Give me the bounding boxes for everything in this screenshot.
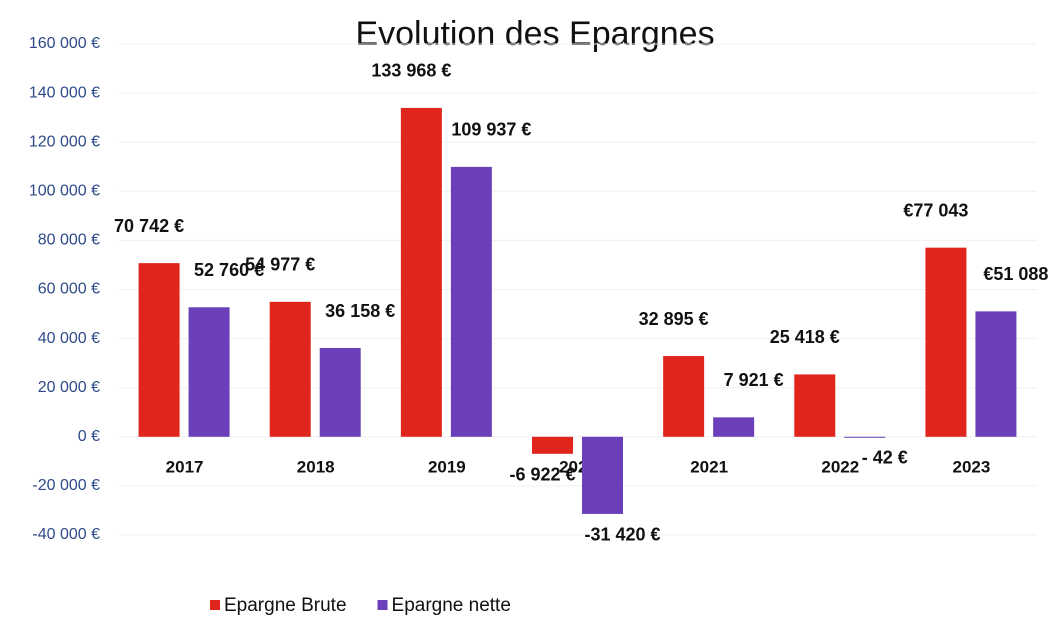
bar: [269, 301, 311, 437]
value-label: 70 742 €: [114, 216, 184, 236]
x-tick-label: 2023: [953, 457, 991, 476]
value-label: 25 418 €: [770, 327, 840, 347]
bar: [138, 263, 180, 437]
value-label: - 42 €: [862, 448, 908, 468]
bar: [582, 436, 623, 514]
bar: [975, 311, 1017, 437]
value-label: 36 158 €: [325, 301, 395, 321]
bar: [400, 107, 442, 437]
y-tick-label: 100 000 €: [29, 183, 100, 200]
bar: [319, 348, 361, 437]
value-label: 7 921 €: [724, 370, 784, 390]
y-tick-label: -40 000 €: [32, 526, 100, 543]
x-tick-label: 2021: [690, 457, 728, 476]
value-label: -31 420 €: [584, 525, 660, 545]
x-tick-label: 2017: [166, 457, 204, 476]
chart-title: Evolution des Epargnes: [355, 15, 714, 53]
bar: [532, 436, 573, 454]
bar: [450, 166, 492, 437]
bar: [663, 356, 705, 437]
bar: [925, 247, 967, 437]
value-label: 109 937 €: [451, 120, 531, 140]
legend-label: Epargne Brute: [224, 595, 347, 616]
bar: [188, 307, 230, 437]
bar: [844, 436, 886, 438]
legend-swatch: [210, 600, 220, 610]
value-label: €51 088: [983, 264, 1048, 284]
value-label: 32 895 €: [639, 309, 709, 329]
y-tick-label: 140 000 €: [29, 84, 100, 101]
value-label: €77 043: [903, 200, 968, 220]
value-label: 52 760 €: [194, 260, 264, 280]
y-tick-label: 0 €: [78, 428, 100, 445]
y-tick-label: 80 000 €: [38, 232, 100, 249]
value-label: -6 922 €: [509, 465, 575, 485]
y-tick-label: 120 000 €: [29, 133, 100, 150]
value-label: 54 977 €: [245, 255, 315, 275]
bar: [713, 417, 755, 437]
x-tick-label: 2018: [297, 457, 335, 476]
y-tick-label: 20 000 €: [38, 379, 100, 396]
y-tick-label: 60 000 €: [38, 281, 100, 298]
legend-swatch: [377, 600, 388, 610]
value-label: 133 968 €: [371, 61, 451, 81]
y-tick-label: -20 000 €: [32, 477, 100, 494]
bar: [794, 374, 836, 437]
y-tick-label: 40 000 €: [38, 330, 100, 347]
y-tick-label: 160 000 €: [29, 35, 100, 52]
x-tick-label: 2019: [428, 457, 466, 476]
legend-label: Epargne nette: [392, 595, 511, 616]
x-tick-label: 2022: [821, 457, 859, 476]
